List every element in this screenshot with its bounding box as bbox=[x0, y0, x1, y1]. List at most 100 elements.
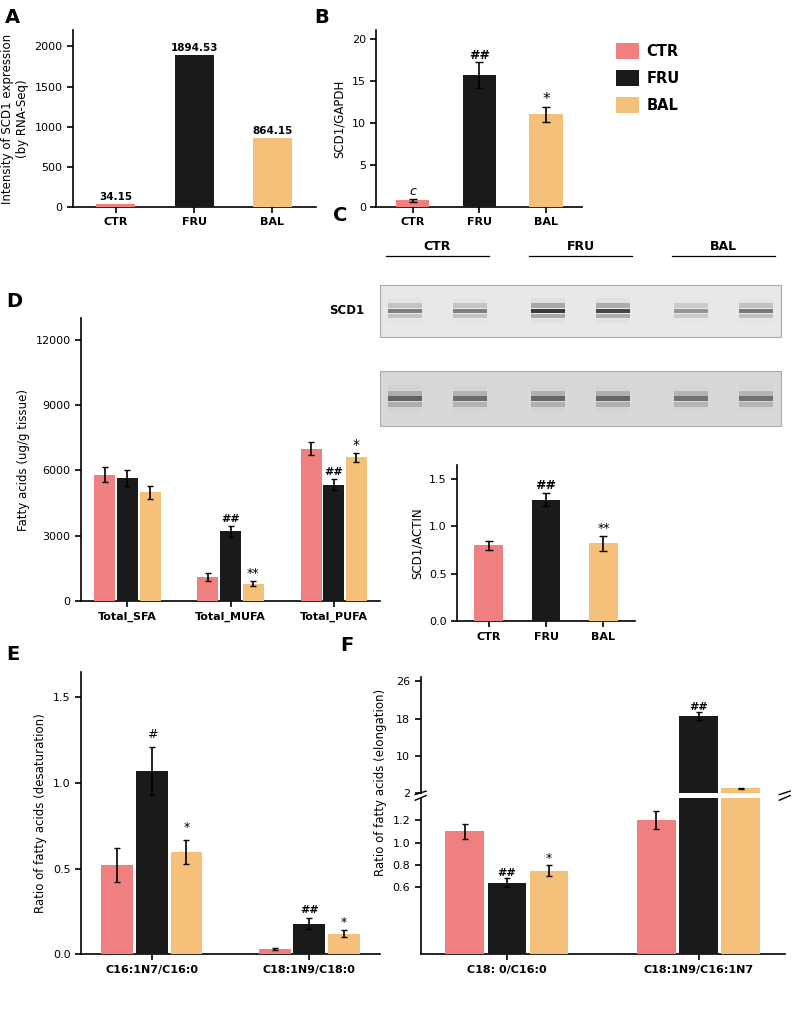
Bar bbox=[346, 458, 367, 601]
Bar bbox=[596, 391, 630, 396]
Bar bbox=[596, 396, 630, 401]
Bar bbox=[739, 303, 773, 308]
Bar bbox=[589, 543, 618, 621]
Y-axis label: SCD1/ACTIN: SCD1/ACTIN bbox=[410, 507, 423, 579]
Bar bbox=[596, 303, 630, 308]
Bar bbox=[136, 771, 167, 954]
Text: #: # bbox=[146, 728, 157, 741]
Bar bbox=[722, 788, 760, 802]
Legend: CTR, FRU, BAL: CTR, FRU, BAL bbox=[610, 37, 685, 119]
Bar bbox=[453, 396, 487, 401]
Y-axis label: SCD1/GAPDH: SCD1/GAPDH bbox=[333, 80, 346, 158]
Bar bbox=[531, 396, 565, 401]
Y-axis label: Fatty acids (ug/g tissue): Fatty acids (ug/g tissue) bbox=[17, 389, 30, 530]
Text: *: * bbox=[353, 437, 360, 451]
Text: **: ** bbox=[597, 522, 610, 535]
Bar bbox=[453, 402, 487, 407]
Bar bbox=[117, 478, 138, 601]
Bar bbox=[674, 391, 708, 396]
Bar bbox=[739, 396, 773, 401]
Text: ##: ## bbox=[498, 868, 516, 878]
Bar bbox=[674, 319, 708, 323]
Bar bbox=[739, 407, 773, 412]
Bar bbox=[529, 114, 562, 207]
Bar bbox=[140, 492, 160, 601]
Bar bbox=[531, 391, 565, 396]
Text: D: D bbox=[6, 292, 22, 311]
Bar bbox=[220, 531, 241, 601]
Text: A: A bbox=[5, 8, 20, 27]
Bar bbox=[596, 407, 630, 412]
Bar bbox=[674, 298, 708, 303]
Bar bbox=[463, 75, 496, 207]
Bar bbox=[674, 396, 708, 401]
Bar bbox=[171, 851, 202, 954]
Text: ##: ## bbox=[536, 480, 557, 492]
Bar bbox=[446, 797, 484, 802]
Bar bbox=[328, 934, 360, 954]
Text: *: * bbox=[542, 92, 549, 106]
Bar bbox=[474, 545, 503, 621]
Y-axis label: Ratio of fatty acids (desaturation): Ratio of fatty acids (desaturation) bbox=[34, 713, 47, 913]
Text: 34.15: 34.15 bbox=[100, 192, 133, 202]
Bar bbox=[388, 303, 422, 308]
Bar bbox=[674, 407, 708, 412]
Bar bbox=[453, 407, 487, 412]
Text: c: c bbox=[409, 185, 416, 198]
Bar bbox=[531, 407, 565, 412]
Bar bbox=[596, 298, 630, 303]
Bar bbox=[396, 200, 430, 207]
Bar bbox=[101, 866, 133, 954]
Bar bbox=[301, 448, 321, 601]
Bar bbox=[453, 391, 487, 396]
Bar bbox=[453, 309, 487, 313]
Bar bbox=[739, 402, 773, 407]
Bar bbox=[739, 309, 773, 313]
Bar bbox=[596, 314, 630, 318]
Bar bbox=[259, 949, 290, 954]
Bar bbox=[739, 385, 773, 390]
Text: *: * bbox=[546, 852, 553, 866]
Bar bbox=[637, 797, 676, 802]
Bar bbox=[488, 799, 527, 802]
Bar bbox=[739, 298, 773, 303]
Bar bbox=[175, 55, 214, 207]
Text: SCD1: SCD1 bbox=[328, 304, 364, 317]
Text: ##: ## bbox=[324, 467, 343, 477]
Bar bbox=[388, 309, 422, 313]
Text: *: * bbox=[341, 916, 347, 929]
Text: **: ** bbox=[247, 567, 260, 580]
Bar bbox=[388, 391, 422, 396]
Text: *: * bbox=[184, 821, 189, 834]
Text: ##: ## bbox=[300, 905, 319, 915]
Bar bbox=[674, 402, 708, 407]
Bar bbox=[388, 407, 422, 412]
Bar bbox=[596, 385, 630, 390]
Text: ##: ## bbox=[469, 48, 489, 62]
Bar bbox=[380, 285, 781, 336]
Bar bbox=[679, 0, 718, 954]
Text: C: C bbox=[333, 206, 348, 225]
Bar bbox=[739, 314, 773, 318]
Bar bbox=[637, 820, 676, 954]
Bar bbox=[96, 204, 135, 207]
Text: 864.15: 864.15 bbox=[252, 125, 293, 135]
Bar bbox=[679, 716, 718, 802]
Bar bbox=[674, 303, 708, 308]
Bar bbox=[453, 385, 487, 390]
Bar bbox=[243, 584, 264, 601]
Bar bbox=[596, 309, 630, 313]
Text: ACTIN: ACTIN bbox=[324, 393, 364, 405]
Bar bbox=[446, 831, 484, 954]
Bar bbox=[531, 319, 565, 323]
Bar bbox=[722, 619, 760, 954]
Text: 1894.53: 1894.53 bbox=[171, 42, 218, 53]
Bar bbox=[388, 402, 422, 407]
Text: CTR: CTR bbox=[424, 240, 451, 254]
Bar bbox=[674, 309, 708, 313]
Bar bbox=[253, 137, 292, 207]
Bar bbox=[453, 303, 487, 308]
Bar bbox=[531, 314, 565, 318]
Bar bbox=[531, 303, 565, 308]
Bar bbox=[531, 402, 565, 407]
